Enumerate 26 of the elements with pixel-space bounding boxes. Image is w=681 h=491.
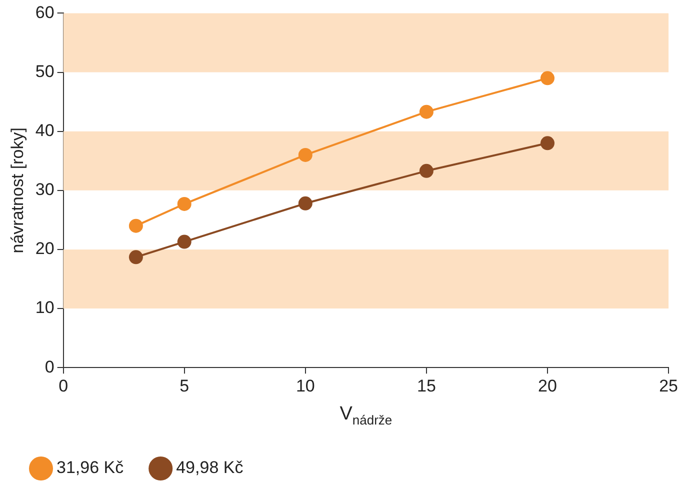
x-tick-label: 10 (296, 376, 315, 396)
point (298, 196, 312, 210)
x-tick-label: 0 (58, 376, 68, 396)
point (540, 71, 554, 86)
point (540, 136, 554, 150)
point (177, 234, 192, 249)
legend-label: 31,96 Kč (56, 458, 124, 478)
legend-label: 49,98 Kč (176, 458, 244, 478)
y-tick-label: 50 (35, 62, 54, 81)
y-tick-label: 10 (35, 298, 54, 318)
x-tick-label: 5 (180, 376, 190, 396)
y-tick-label: 30 (35, 180, 54, 200)
point (128, 250, 143, 264)
y-axis-title: návratnost [roky] (8, 128, 27, 254)
x-tick-label: 25 (659, 376, 678, 396)
point (128, 218, 143, 233)
x-tick-label: 15 (416, 376, 436, 396)
point (419, 164, 434, 178)
point (298, 148, 312, 162)
point (419, 104, 434, 119)
point (177, 196, 192, 211)
y-tick-label: 60 (35, 2, 54, 22)
y-tick-label: 20 (35, 239, 54, 258)
y-tick-label: 40 (35, 121, 54, 140)
x-tick-label: 20 (538, 376, 557, 396)
y-tick-label: 0 (44, 357, 54, 376)
